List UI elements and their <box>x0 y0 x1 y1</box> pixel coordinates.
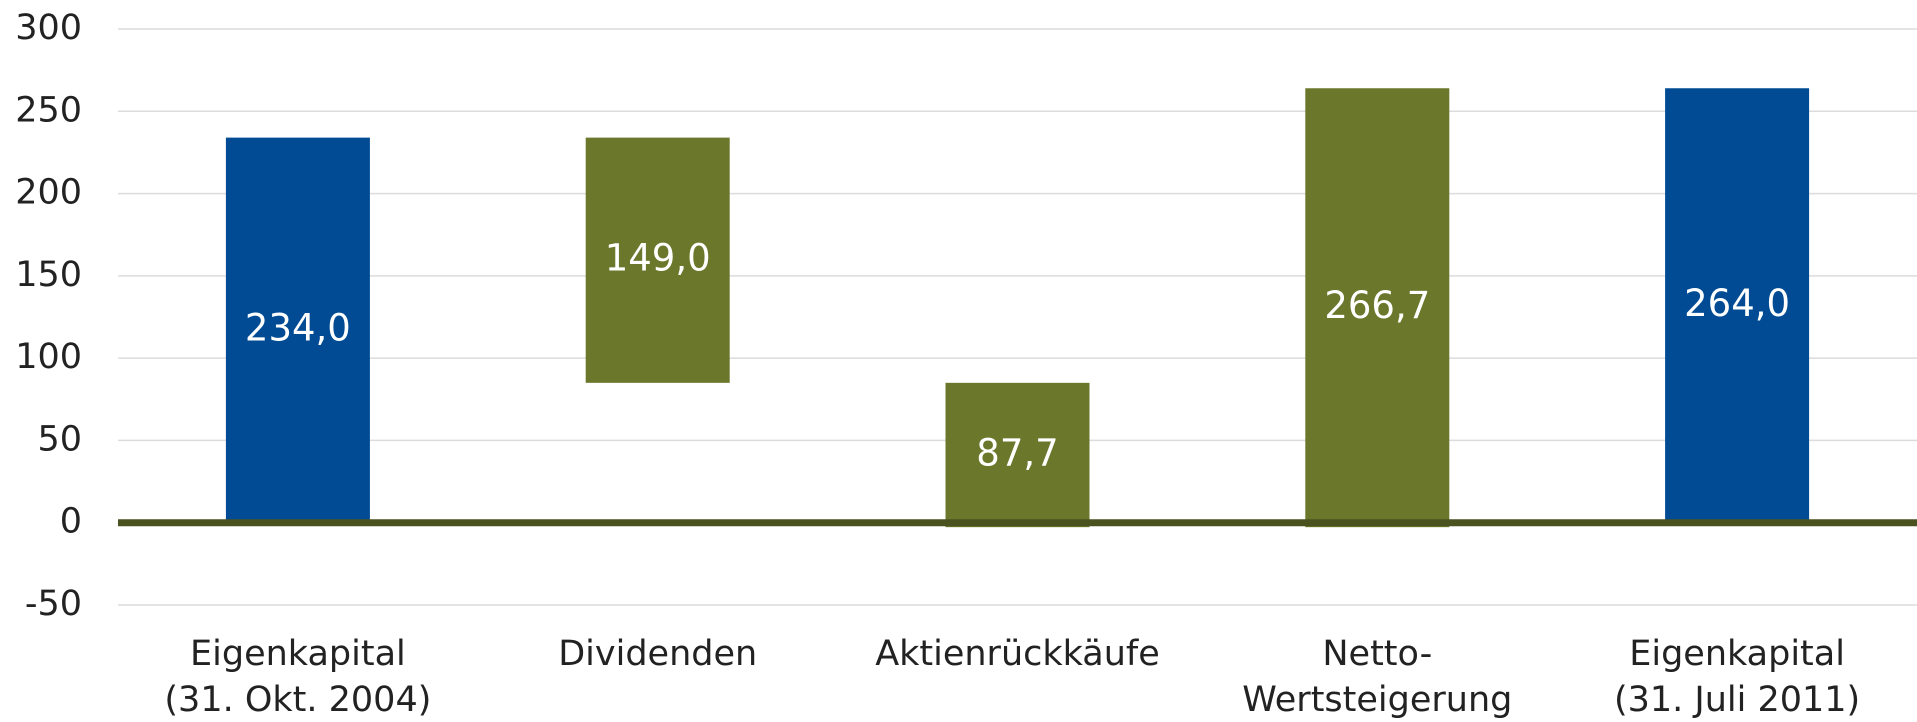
x-tick-label-line: (31. Okt. 2004) <box>164 680 431 720</box>
bar <box>585 137 730 383</box>
y-tick-label: 200 <box>15 173 82 213</box>
x-tick-label: Dividenden <box>558 634 757 674</box>
value-label: 266,7 <box>1324 284 1430 327</box>
x-tick-label-line: Dividenden <box>558 634 757 674</box>
x-tick-label-line: Wertsteigerung <box>1242 680 1512 720</box>
x-tick-label: Netto- Wertsteigerung <box>1242 634 1512 720</box>
bar <box>1665 88 1810 523</box>
y-tick-label: 0 <box>60 502 82 542</box>
y-tick-label: 100 <box>15 337 82 377</box>
x-tick-label-line: Aktienrückkäufe <box>875 634 1160 674</box>
value-label: 234,0 <box>245 307 351 350</box>
bar <box>1305 88 1450 528</box>
x-tick-label-line: Eigenkapital <box>190 634 406 674</box>
x-tick-label-line: Netto- <box>1322 634 1432 674</box>
y-tick-label: 150 <box>15 255 82 295</box>
y-tick-label: 250 <box>15 90 82 130</box>
value-label: 149,0 <box>605 237 711 280</box>
value-label: 87,7 <box>976 431 1058 474</box>
bar <box>945 382 1090 528</box>
x-tick-label: Aktienrückkäufe <box>875 634 1160 674</box>
x-tick-label: Eigenkapital (31. Okt. 2004) <box>164 634 431 720</box>
bar <box>225 137 370 523</box>
y-tick-label: 50 <box>37 419 82 459</box>
x-tick-label-line: Eigenkapital <box>1629 634 1845 674</box>
y-tick-label: -50 <box>25 584 82 624</box>
x-tick-label-line: (31. Juli 2011) <box>1614 680 1860 720</box>
value-label: 264,0 <box>1684 282 1790 325</box>
x-tick-label: Eigenkapital (31. Juli 2011) <box>1614 634 1860 720</box>
y-tick-label: 300 <box>15 8 82 48</box>
